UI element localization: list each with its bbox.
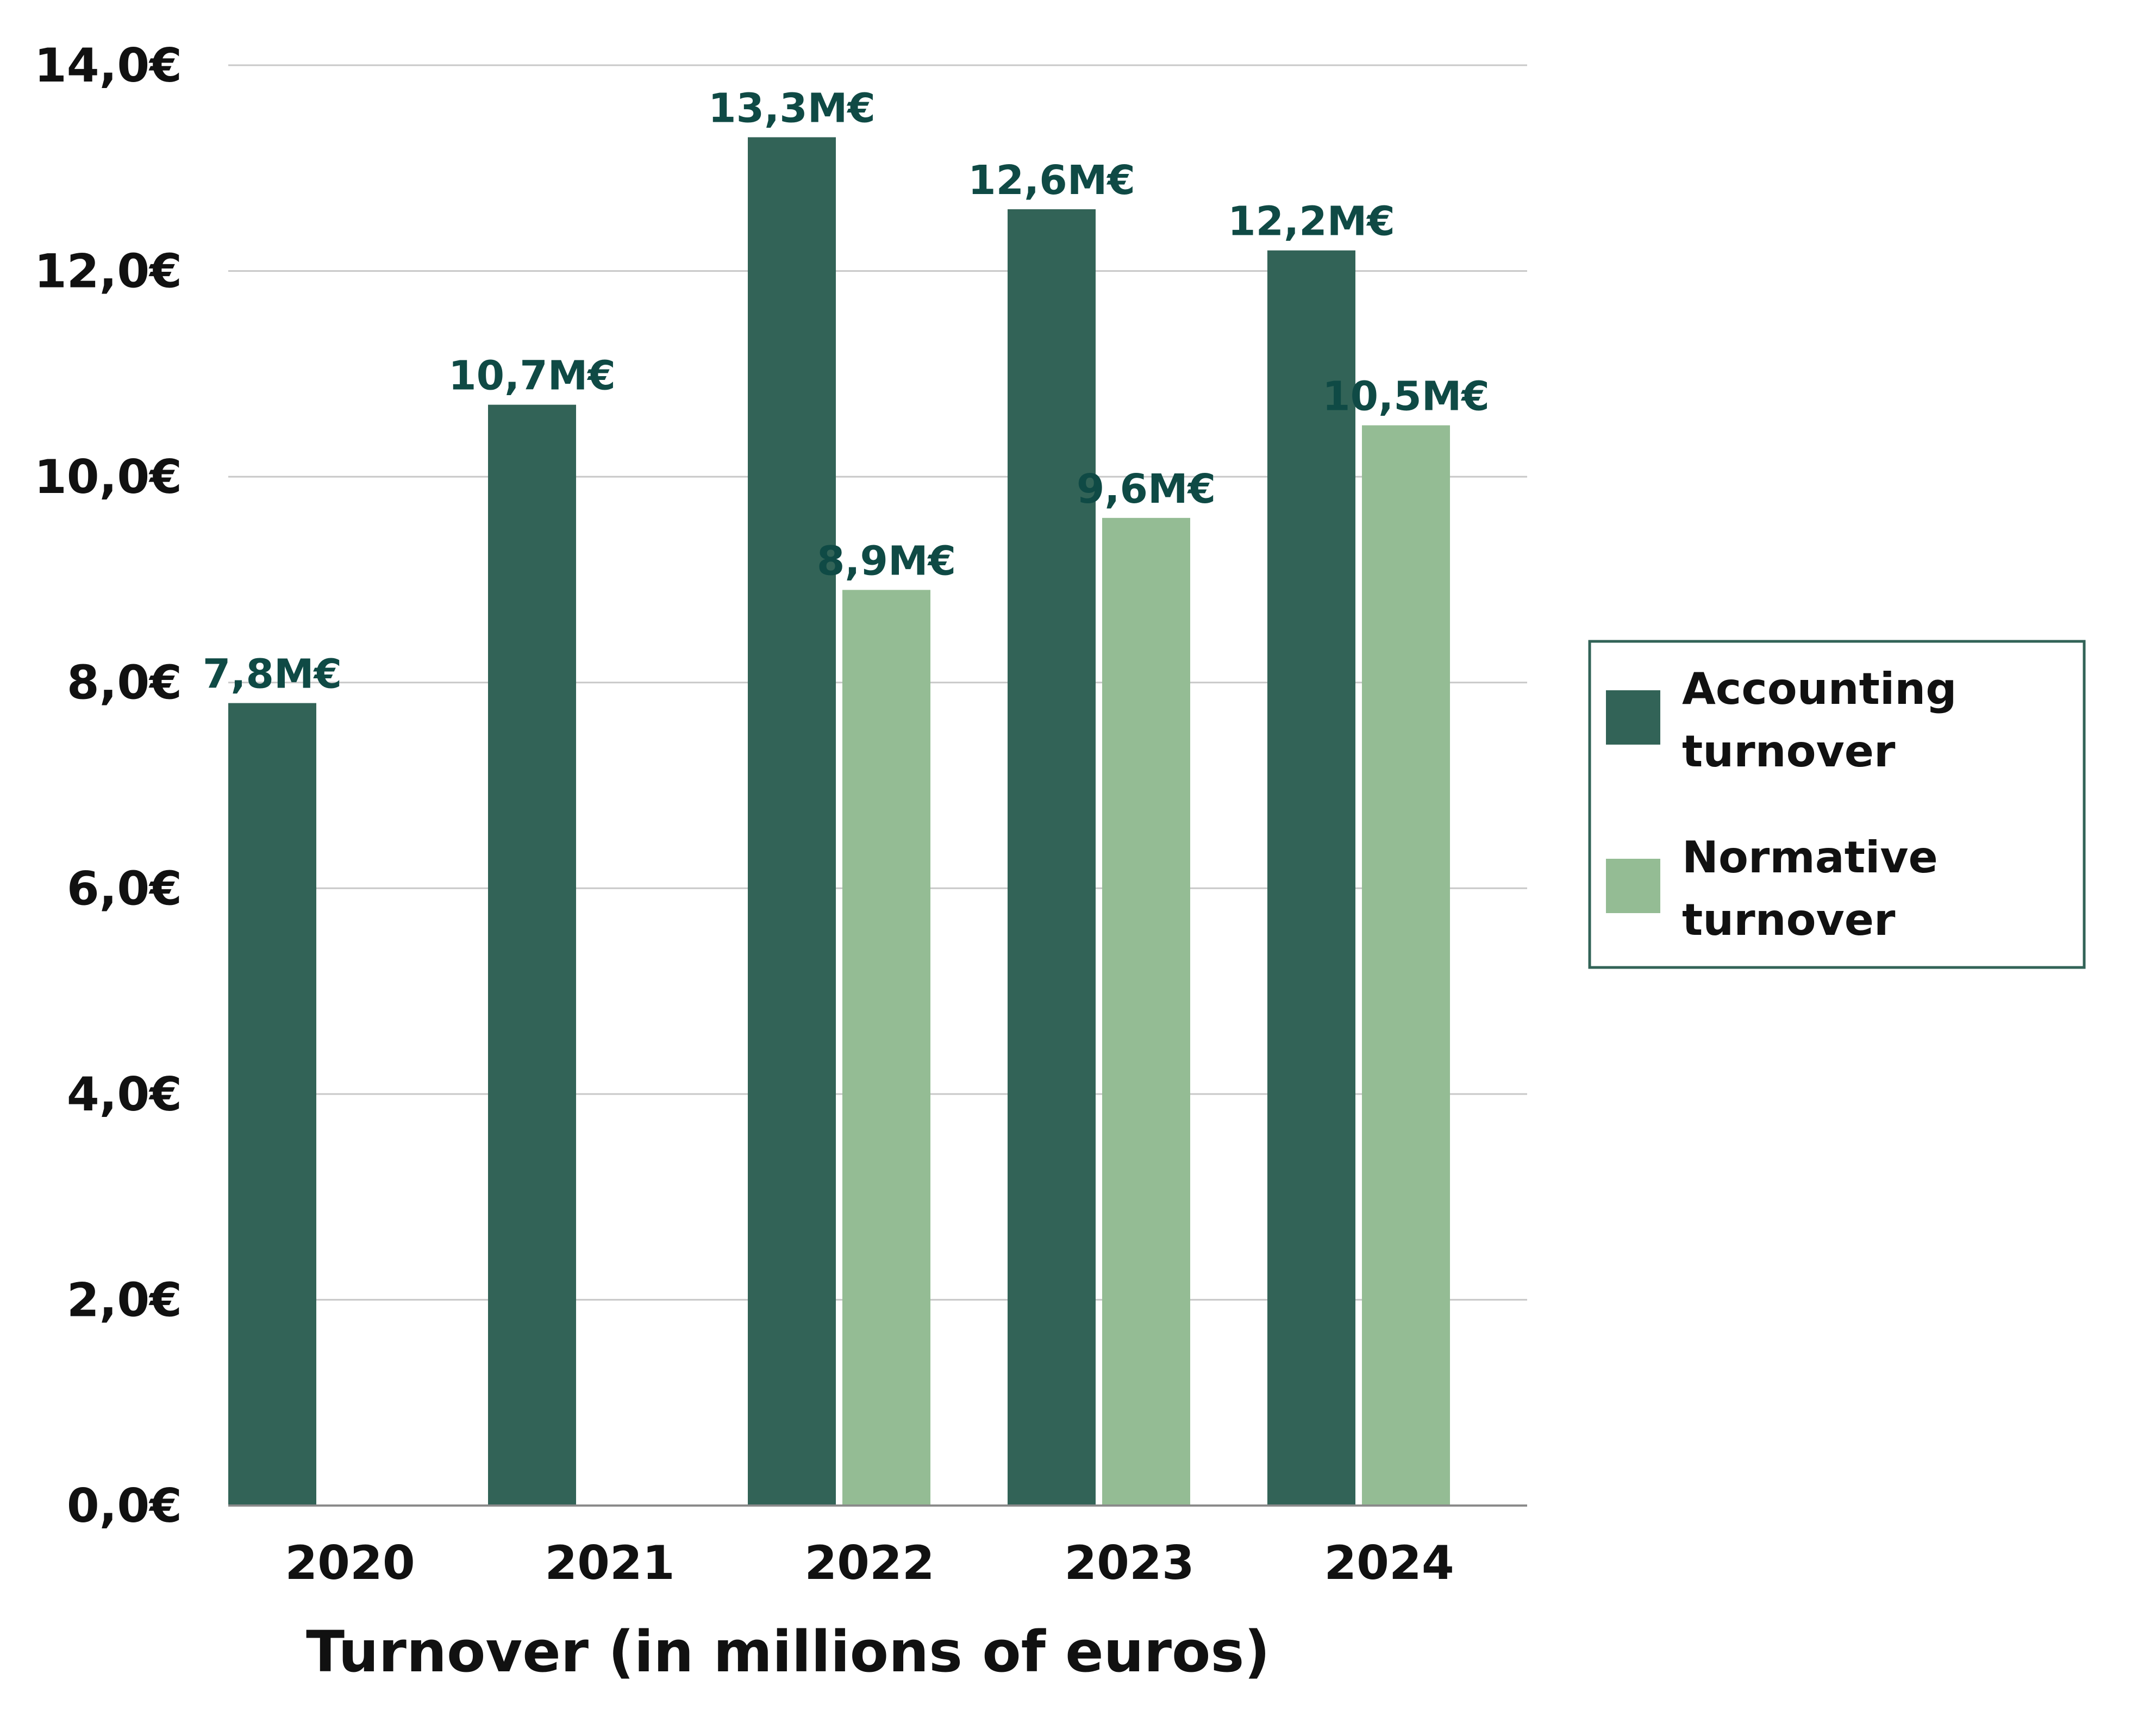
- data-label: 10,5M€: [1322, 373, 1490, 420]
- x-tick-label: 2023: [1064, 1536, 1194, 1590]
- y-axis-ticks: 0,0€ 2,0€ 4,0€ 6,0€ 8,0€ 10,0€ 12,0€ 14,0€: [34, 39, 182, 1533]
- data-label: 12,6M€: [968, 157, 1135, 204]
- data-label: 13,3M€: [708, 85, 876, 132]
- x-axis-ticks: 2020 2021 2022 2023 2024: [285, 1536, 1454, 1590]
- y-tick-label: 2,0€: [67, 1273, 182, 1327]
- legend-label: turnover: [1682, 895, 1896, 945]
- legend-label: turnover: [1682, 726, 1896, 777]
- y-tick-label: 6,0€: [67, 861, 182, 916]
- legend-swatch: [1606, 690, 1660, 745]
- bar-normative-2024: [1362, 425, 1450, 1506]
- data-labels: 7,8M€ 10,7M€ 13,3M€ 8,9M€ 12,6M€ 9,6M€ 12,2M€ 1…: [203, 85, 1490, 698]
- data-label: 8,9M€: [817, 538, 956, 584]
- y-tick-label: 0,0€: [67, 1479, 182, 1533]
- legend-box: [1588, 640, 2086, 969]
- data-label: 10,7M€: [448, 353, 616, 399]
- bar-accounting-2023: [1008, 209, 1096, 1506]
- bar-accounting-2020: [228, 703, 316, 1506]
- y-tick-label: 8,0€: [67, 656, 182, 710]
- bar-normative-2023: [1102, 517, 1190, 1506]
- data-label: 9,6M€: [1077, 466, 1216, 513]
- bar-accounting-2021: [488, 404, 576, 1506]
- y-tick-label: 12,0€: [34, 245, 182, 299]
- y-tick-label: 4,0€: [67, 1067, 182, 1122]
- x-axis-title: Turnover (in millions of euros): [306, 1619, 1270, 1685]
- y-tick-label: 10,0€: [34, 450, 182, 504]
- legend-label: Accounting: [1682, 664, 1957, 714]
- legend-swatch: [1606, 859, 1660, 913]
- x-tick-label: 2024: [1324, 1536, 1454, 1590]
- bar-accounting-2024: [1267, 250, 1355, 1506]
- y-tick-label: 14,0€: [34, 39, 182, 93]
- x-tick-label: 2022: [804, 1536, 934, 1590]
- data-label: 12,2M€: [1228, 198, 1395, 245]
- bars: [228, 137, 1450, 1506]
- bar-accounting-2022: [748, 137, 836, 1506]
- data-label: 7,8M€: [203, 651, 342, 698]
- legend-label: Normative: [1682, 832, 1938, 883]
- bar-normative-2022: [842, 590, 930, 1506]
- x-tick-label: 2020: [285, 1536, 415, 1590]
- x-tick-label: 2021: [545, 1536, 674, 1590]
- legend: Accounting turnover Normative turnover: [1588, 640, 2086, 969]
